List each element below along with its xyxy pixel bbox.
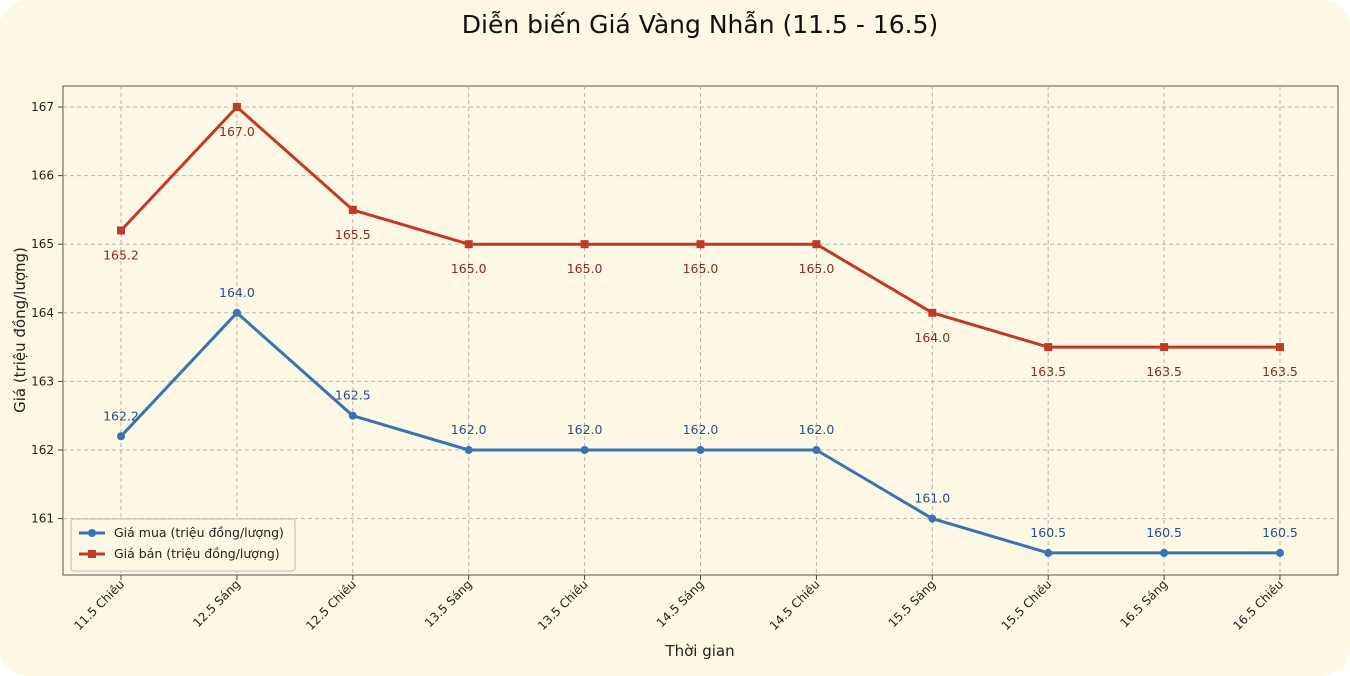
data-label-sell: 165.2 — [103, 247, 139, 262]
y-axis-label: Giá (triệu đồng/lượng) — [11, 247, 29, 413]
data-label-sell: 165.5 — [335, 227, 371, 242]
legend-item-buy: Giá mua (triệu đồng/lượng) — [79, 525, 284, 540]
point-buy — [928, 514, 937, 523]
point-sell — [117, 226, 125, 235]
data-label-sell: 164.0 — [914, 330, 950, 345]
data-label-buy: 162.2 — [103, 408, 139, 423]
point-buy — [1044, 548, 1053, 557]
point-sell — [232, 103, 241, 111]
point-sell — [348, 205, 357, 214]
data-label-buy: 162.5 — [335, 388, 371, 403]
point-sell — [1276, 343, 1284, 352]
x-tick-label: 12.5 Chiều — [303, 577, 359, 633]
data-label-sell: 165.0 — [567, 261, 603, 276]
point-buy — [1276, 548, 1284, 557]
legend-marker-buy — [88, 529, 96, 537]
point-buy — [1160, 548, 1169, 557]
point-sell — [1160, 343, 1169, 352]
x-tick-label: 13.5 Chiều — [535, 577, 591, 633]
point-buy — [812, 446, 821, 454]
point-buy — [464, 446, 473, 454]
point-sell — [580, 240, 589, 249]
data-label-buy: 162.0 — [567, 422, 603, 437]
chart-title: Diễn biến Giá Vàng Nhẫn (11.5 - 16.5) — [462, 10, 939, 39]
series-layer — [117, 103, 1284, 557]
data-label-sell: 167.0 — [219, 124, 255, 139]
x-tick-label: 15.5 Sáng — [886, 577, 939, 630]
data-label-buy: 160.5 — [1030, 525, 1066, 540]
data-label-buy: 162.0 — [683, 422, 719, 437]
data-label-buy: 164.0 — [219, 285, 255, 300]
point-sell — [928, 308, 937, 317]
data-label-buy: 162.0 — [799, 422, 835, 437]
data-labels: 162.2 164.0 162.5 162.0 162.0 162.0 162.0 161.0… — [103, 124, 1298, 540]
point-sell — [1044, 343, 1053, 352]
legend: Giá mua (triệu đồng/lượng) Giá bán (triệ… — [70, 518, 296, 572]
x-tick-label: 14.5 Chiều — [767, 577, 823, 633]
data-label-sell: 163.5 — [1146, 364, 1182, 379]
y-tick-label: 163 — [31, 374, 54, 388]
point-sell — [696, 240, 705, 249]
data-label-sell: 165.0 — [799, 261, 835, 276]
data-label-buy: 161.0 — [914, 491, 950, 506]
x-tick-label: 15.5 Chiều — [999, 577, 1055, 633]
point-buy — [348, 411, 357, 420]
legend-marker-sell — [88, 550, 96, 558]
data-label-sell: 165.0 — [451, 261, 487, 276]
point-sell — [812, 240, 821, 249]
data-label-sell: 165.0 — [683, 261, 719, 276]
y-tick-label: 166 — [31, 169, 54, 183]
y-tick-label: 161 — [31, 512, 54, 526]
x-tick-label: 16.5 Chiều — [1230, 577, 1286, 633]
x-tick-label: 16.5 Sáng — [1117, 577, 1170, 630]
y-tick-label: 165 — [31, 237, 54, 251]
point-buy — [580, 446, 589, 454]
data-label-sell: 163.5 — [1262, 364, 1298, 379]
x-axis: 11.5 Chiều 12.5 Sáng 12.5 Chiều 13.5 Sáng 13… — [71, 575, 1286, 633]
legend-label-sell: Giá bán (triệu đồng/lượng) — [114, 546, 280, 561]
point-sell — [464, 240, 473, 249]
x-tick-label: 14.5 Sáng — [654, 577, 707, 630]
y-tick-label: 167 — [31, 100, 54, 114]
legend-label-buy: Giá mua (triệu đồng/lượng) — [114, 525, 284, 540]
x-tick-label: 13.5 Sáng — [422, 577, 475, 630]
legend-item-sell: Giá bán (triệu đồng/lượng) — [79, 546, 280, 561]
point-buy — [696, 446, 705, 454]
data-label-sell: 163.5 — [1030, 364, 1066, 379]
point-buy — [232, 308, 241, 317]
y-tick-label: 164 — [31, 306, 54, 320]
x-axis-label: Thời gian — [664, 642, 734, 660]
legend-box — [70, 518, 296, 572]
data-label-buy: 162.0 — [451, 422, 487, 437]
y-axis: 161 162 163 164 165 166 167 — [31, 100, 63, 526]
data-label-buy: 160.5 — [1146, 525, 1182, 540]
data-label-buy: 160.5 — [1262, 525, 1298, 540]
x-tick-label: 11.5 Chiều — [71, 577, 127, 633]
x-tick-label: 12.5 Sáng — [190, 577, 243, 630]
y-tick-label: 162 — [31, 443, 54, 457]
point-buy — [117, 432, 125, 441]
